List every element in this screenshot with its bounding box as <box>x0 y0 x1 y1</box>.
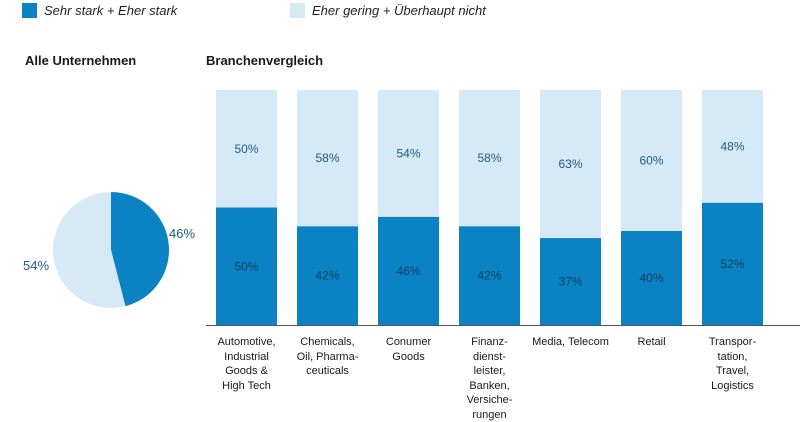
category-label-line: High Tech <box>202 379 292 394</box>
category-label-5: Retail <box>607 335 697 350</box>
category-label-line: Media, Telecom <box>526 335 616 350</box>
category-label-line: leister, <box>445 364 535 379</box>
bar-strong-label-5: 40% <box>639 271 663 285</box>
category-label-line: Retail <box>607 335 697 350</box>
category-label-line: ceuticals <box>283 364 373 379</box>
bar-weak-label-3: 58% <box>477 151 501 165</box>
bar-weak-label-2: 54% <box>396 146 420 160</box>
category-label-line: Goods <box>364 350 454 365</box>
bar-strong-label-6: 52% <box>720 257 744 271</box>
category-label-line: Conumer <box>364 335 454 350</box>
bar-strong-label-4: 37% <box>558 275 582 289</box>
category-label-line: Chemicals, <box>283 335 373 350</box>
category-label-line: Industrial <box>202 350 292 365</box>
category-label-line: Oil, Pharma- <box>283 350 373 365</box>
category-label-line: Goods & <box>202 364 292 379</box>
bar-strong-label-1: 42% <box>315 269 339 283</box>
category-label-line: Logistics <box>688 379 778 394</box>
category-label-6: Transpor-tation,Travel,Logistics <box>688 335 778 393</box>
category-label-line: Automotive, <box>202 335 292 350</box>
bar-strong-label-2: 46% <box>396 264 420 278</box>
category-label-1: Chemicals,Oil, Pharma-ceuticals <box>283 335 373 379</box>
category-label-line: Transpor- <box>688 335 778 350</box>
category-label-line: Finanz- <box>445 335 535 350</box>
category-label-line: tation, <box>688 350 778 365</box>
bar-weak-label-4: 63% <box>558 157 582 171</box>
bar-strong-label-3: 42% <box>477 269 501 283</box>
category-label-3: Finanz-dienst-leister,Banken,Versiche-ru… <box>445 335 535 422</box>
bar-weak-label-6: 48% <box>720 139 744 153</box>
pie-label-1: 54% <box>23 258 49 273</box>
pie-label-0: 46% <box>169 226 195 241</box>
bar-weak-label-0: 50% <box>234 142 258 156</box>
bar-strong-label-0: 50% <box>234 259 258 273</box>
category-label-4: Media, Telecom <box>526 335 616 350</box>
bar-weak-label-1: 58% <box>315 151 339 165</box>
category-label-line: Travel, <box>688 364 778 379</box>
category-label-line: dienst- <box>445 350 535 365</box>
category-label-line: Banken, <box>445 379 535 394</box>
category-label-line: Versiche- <box>445 393 535 408</box>
bar-weak-label-5: 60% <box>639 154 663 168</box>
